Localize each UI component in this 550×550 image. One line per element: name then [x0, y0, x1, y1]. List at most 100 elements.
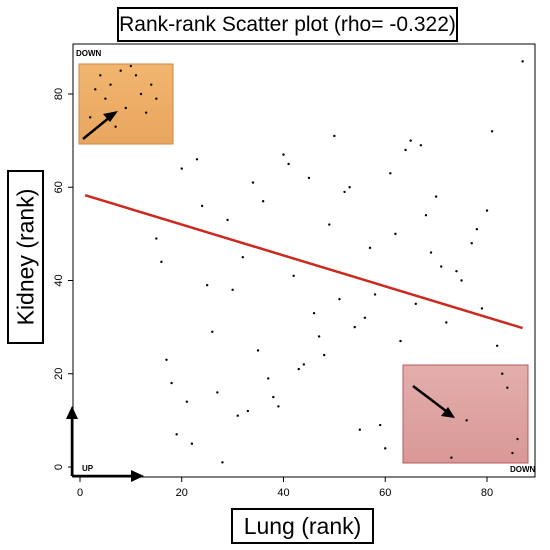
data-point [307, 176, 311, 180]
down-label-bottom-right: DOWN [510, 465, 536, 474]
data-point [470, 242, 473, 245]
bottom-right-box [402, 364, 529, 464]
data-point [277, 405, 280, 408]
data-point [343, 190, 346, 194]
data-point [511, 451, 514, 455]
data-point [292, 274, 295, 278]
x-tick-label: 80 [481, 487, 493, 499]
data-point [455, 269, 458, 273]
data-point [389, 172, 392, 175]
data-point [272, 395, 275, 399]
data-point [190, 442, 194, 445]
data-point [353, 325, 356, 329]
up-arrow-head [66, 406, 78, 419]
data-point [195, 158, 199, 161]
data-point [139, 92, 143, 96]
data-point [348, 186, 351, 189]
y-axis-label: Kidney (rank) [12, 188, 38, 326]
data-point [521, 60, 524, 63]
data-point [94, 88, 97, 91]
data-point [323, 353, 326, 357]
data-point [256, 349, 260, 352]
down-label-top-left: DOWN [76, 49, 102, 58]
data-point [495, 344, 499, 347]
data-point [409, 139, 412, 142]
data-point [373, 293, 377, 296]
data-point [516, 437, 519, 441]
data-point [475, 228, 479, 231]
data-point [338, 297, 341, 301]
data-point [480, 307, 484, 310]
data-points [88, 60, 524, 464]
x-tick-label: 40 [277, 487, 289, 499]
x-tick-label: 60 [379, 487, 391, 499]
data-point [109, 83, 112, 86]
data-point [506, 386, 509, 389]
data-point [185, 400, 189, 403]
plot-frame [72, 43, 536, 478]
data-point [434, 195, 438, 198]
data-point [180, 167, 183, 170]
y-axis-label-box: Kidney (rank) [7, 170, 44, 344]
data-point [485, 209, 489, 212]
data-point [216, 391, 219, 394]
data-point [175, 433, 178, 436]
data-point [460, 279, 463, 282]
x-tick-label: 20 [176, 487, 188, 499]
arrow-top-left-line [82, 116, 111, 140]
data-point [287, 162, 290, 166]
data-point [267, 377, 270, 380]
data-point [170, 381, 173, 385]
data-point [155, 97, 158, 100]
y-tick-label: 20 [53, 368, 65, 380]
data-point [450, 456, 453, 459]
data-point [358, 428, 362, 431]
data-point [384, 447, 387, 450]
data-point [424, 214, 428, 217]
data-point [226, 218, 229, 222]
up-label: UP [82, 464, 94, 473]
data-point [317, 335, 321, 338]
data-point [88, 116, 92, 119]
data-point [165, 358, 168, 361]
y-tick-label: 80 [53, 88, 65, 100]
data-point [368, 246, 372, 250]
data-point [312, 311, 316, 315]
y-tick-label: 60 [53, 181, 65, 193]
data-point [261, 200, 265, 203]
data-point [404, 148, 407, 152]
data-point [297, 367, 300, 371]
data-point [378, 423, 382, 427]
y-tick-label: 0 [53, 464, 65, 470]
right-arrow-head [131, 470, 144, 482]
data-point [134, 74, 138, 77]
data-point [241, 255, 244, 259]
data-point [205, 283, 209, 287]
x-tick-label: 0 [77, 487, 83, 499]
data-point [414, 302, 417, 306]
data-point [302, 363, 306, 366]
x-axis-label: Lung (rank) [231, 508, 374, 544]
data-point [155, 237, 158, 240]
arrow-top-left-head [103, 111, 118, 122]
data-point [124, 106, 127, 110]
arrow-bottom-right-head [441, 407, 455, 418]
data-point [119, 69, 122, 72]
data-point [104, 97, 107, 100]
data-point [445, 321, 448, 324]
data-point [363, 316, 367, 319]
data-point [394, 232, 397, 236]
data-point [328, 223, 331, 226]
regression-line [84, 193, 523, 330]
data-point [465, 419, 468, 422]
data-point [490, 130, 494, 133]
data-point [144, 111, 148, 114]
data-point [333, 134, 336, 138]
data-point [211, 330, 214, 333]
axis-ticks: 0 20 40 60 80 0 20 40 60 80 [53, 88, 493, 499]
data-point [221, 461, 224, 464]
data-point [419, 144, 423, 147]
data-point [150, 83, 153, 86]
data-point [114, 125, 117, 128]
